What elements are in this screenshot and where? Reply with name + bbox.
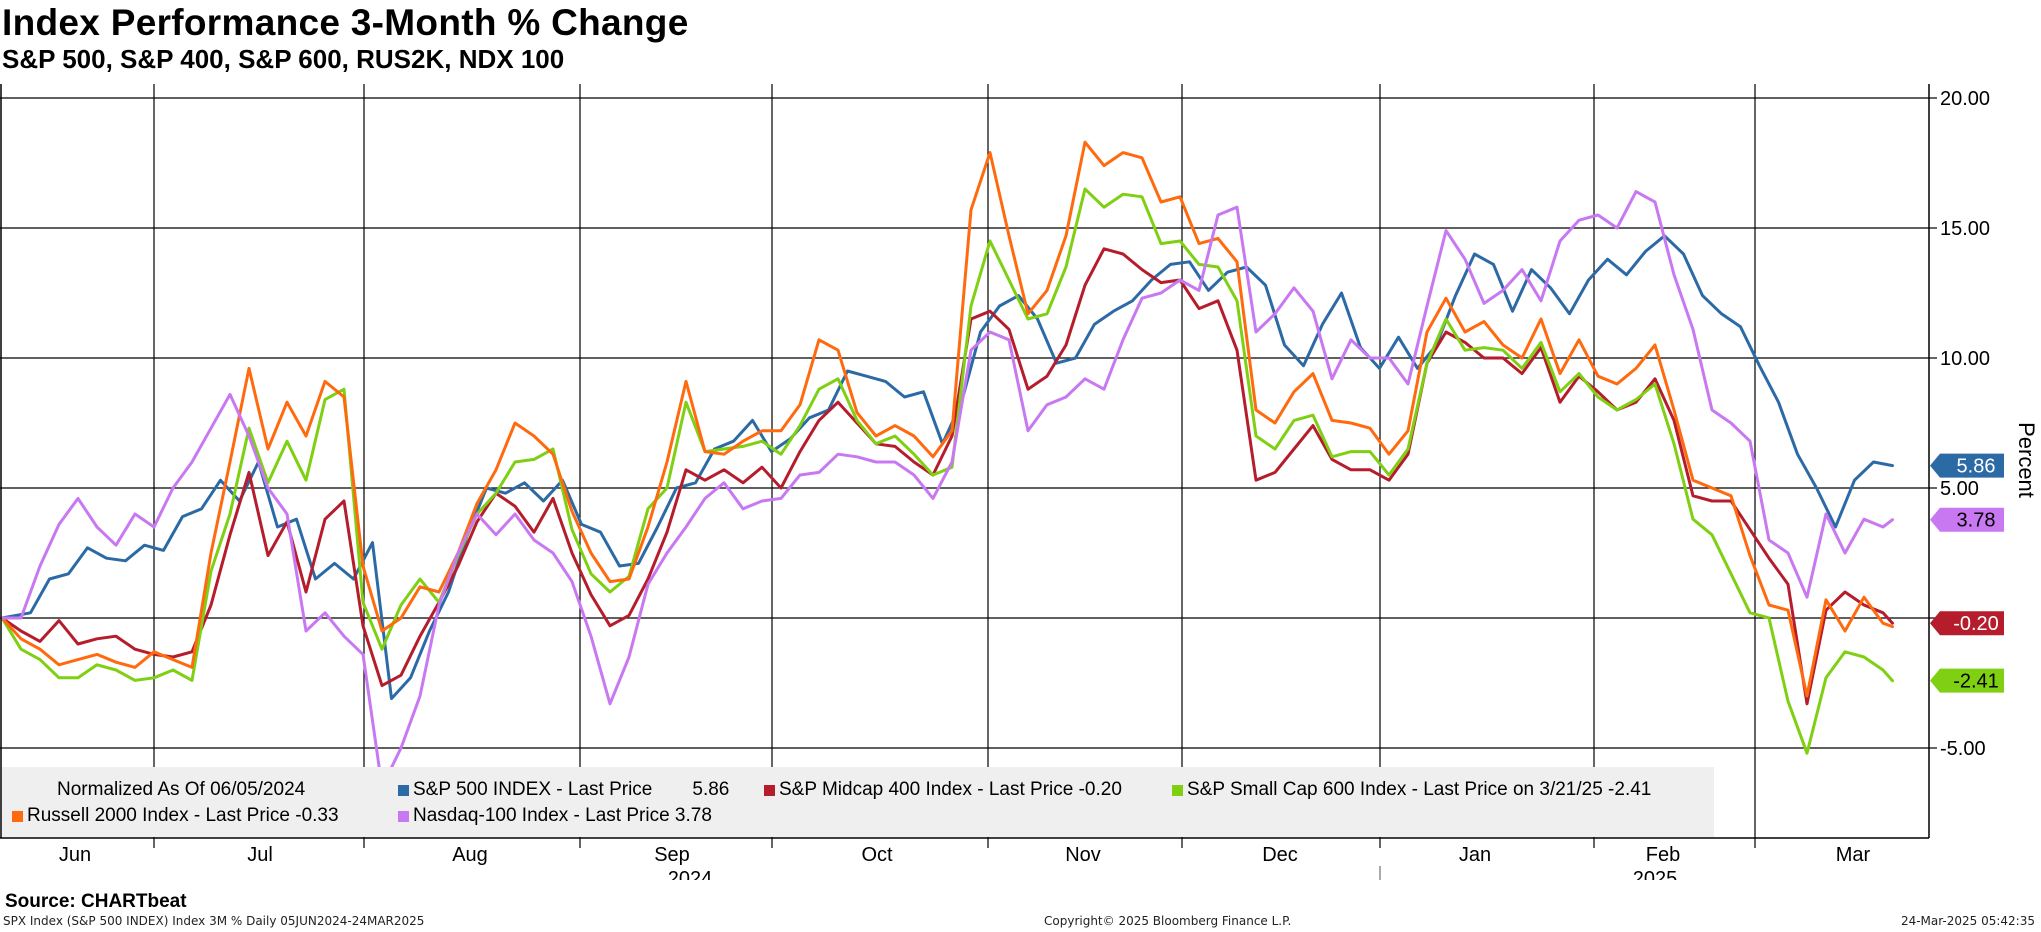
y-tick-label-1: 15.00 xyxy=(1940,218,1990,240)
x-year-label-0: 2024 xyxy=(668,868,713,880)
last-value-text-2: -0.20 xyxy=(1953,613,1999,635)
legend-swatch-nasdaq100 xyxy=(398,810,409,822)
legend-swatch-sp500 xyxy=(398,784,409,796)
x-month-label-0: Jun xyxy=(59,844,91,866)
source-note: Source: CHARTbeat xyxy=(5,891,187,912)
x-month-label-8: Feb xyxy=(1646,844,1680,866)
horizontal-gridlines xyxy=(0,97,1929,749)
footer-description: SPX Index (S&P 500 INDEX) Index 3M % Dai… xyxy=(3,914,425,928)
y-axis-ticks: 20.00 15.00 10.00 5.00 -5.00 xyxy=(1929,88,1990,760)
chart-title: Index Performance 3-Month % Change xyxy=(2,2,689,43)
x-month-label-7: Jan xyxy=(1459,844,1491,866)
x-axis-ticks: Jun Jul Aug Sep Oct Nov Dec Jan Feb Mar 2024 2025 xyxy=(59,838,1871,880)
last-value-text-0: 5.86 xyxy=(1957,456,1996,478)
series-line-0 xyxy=(0,234,1894,701)
legend-swatch-russell2000 xyxy=(12,810,23,822)
y-tick-label-3: 5.00 xyxy=(1940,478,1979,500)
x-month-label-2: Aug xyxy=(452,844,488,866)
footer-copyright: Copyright© 2025 Bloomberg Finance L.P. xyxy=(1044,914,1292,928)
last-value-tag-0: 5.86 xyxy=(1930,453,2004,478)
x-month-label-6: Dec xyxy=(1262,844,1298,866)
legend-label-sp400: S&P Midcap 400 Index - Last Price -0.20 xyxy=(779,779,1122,800)
x-year-label-1: 2025 xyxy=(1633,868,1678,880)
legend-value-sp500: 5.86 xyxy=(692,779,730,800)
x-month-label-5: Nov xyxy=(1065,844,1101,866)
legend-item-sp600[interactable]: S&P Small Cap 600 Index - Last Price on … xyxy=(1172,779,1651,801)
legend-item-sp500[interactable]: S&P 500 INDEX - Last Price 5.86 xyxy=(398,779,729,801)
last-value-text-3: -2.41 xyxy=(1953,671,1999,693)
legend-item-nasdaq100[interactable]: Nasdaq-100 Index - Last Price 3.78 xyxy=(398,805,712,827)
last-value-bg-3 xyxy=(1930,668,2004,693)
y-axis-label: Percent xyxy=(2014,422,2039,498)
legend-item-russell2000[interactable]: Russell 2000 Index - Last Price -0.33 xyxy=(12,805,339,827)
legend-item-sp400[interactable]: S&P Midcap 400 Index - Last Price -0.20 xyxy=(764,779,1122,801)
y-tick-label-0: 20.00 xyxy=(1940,88,1990,110)
series-line-2 xyxy=(0,187,1894,755)
chart-area: 20.00 15.00 10.00 5.00 -5.00 Jun Jul Aug Sep Oct… xyxy=(0,84,2039,880)
chart-subtitle: S&P 500, S&P 400, S&P 600, RUS2K, NDX 10… xyxy=(2,44,565,74)
series-lines xyxy=(0,140,1894,789)
last-value-text-1: 3.78 xyxy=(1957,510,1996,532)
series-line-1 xyxy=(0,247,1894,706)
x-month-label-3: Sep xyxy=(654,844,690,866)
series-line-3 xyxy=(0,140,1894,698)
series-line-4 xyxy=(0,190,1894,789)
legend-label-sp500: S&P 500 INDEX - Last Price xyxy=(413,779,653,800)
y-tick-label-5: -5.00 xyxy=(1940,738,1986,760)
last-value-bg-1 xyxy=(1930,507,2004,532)
legend-normalized-text: Normalized As Of 06/05/2024 xyxy=(57,779,306,800)
last-value-tag-3: -2.41 xyxy=(1930,668,2004,693)
last-value-bg-0 xyxy=(1930,453,2004,478)
legend-label-russell2000: Russell 2000 Index - Last Price -0.33 xyxy=(27,805,339,826)
x-month-label-4: Oct xyxy=(861,844,893,866)
last-value-tag-2: -0.20 xyxy=(1930,611,2004,636)
last-value-bg-2 xyxy=(1930,611,2004,636)
footer-timestamp: 24-Mar-2025 05:42:35 xyxy=(1900,914,2035,928)
legend-swatch-sp600 xyxy=(1172,784,1183,796)
legend-label-sp600: S&P Small Cap 600 Index - Last Price on … xyxy=(1187,779,1652,800)
y-tick-label-2: 10.00 xyxy=(1940,348,1990,370)
legend: Normalized As Of 06/05/2024 S&P 500 INDE… xyxy=(2,767,1714,837)
x-month-label-1: Jul xyxy=(247,844,273,866)
last-value-tag-1: 3.78 xyxy=(1930,507,2004,532)
last-value-labels: 5.86 3.78 -0.20 -2.41 xyxy=(1930,453,2004,693)
legend-label-nasdaq100: Nasdaq-100 Index - Last Price 3.78 xyxy=(413,805,712,826)
vertical-gridlines xyxy=(153,84,1756,838)
legend-swatch-sp400 xyxy=(764,784,775,796)
x-month-label-9: Mar xyxy=(1836,844,1871,866)
legend-normalized-note: Normalized As Of 06/05/2024 xyxy=(57,779,305,801)
